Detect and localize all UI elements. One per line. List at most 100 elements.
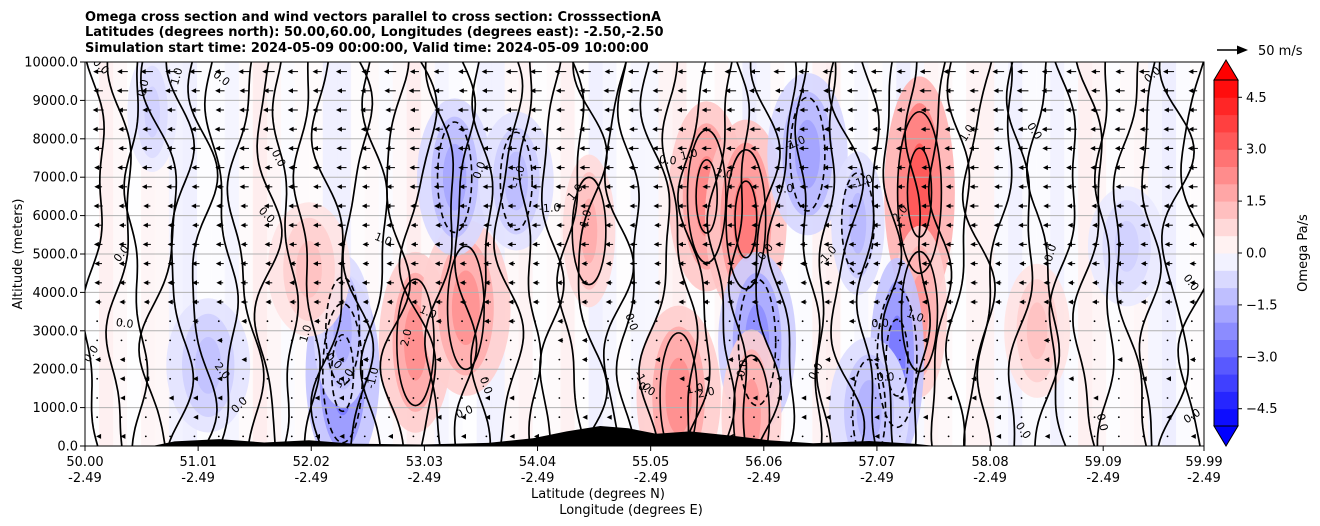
wind-vector [653,184,658,190]
wind-vector [1018,222,1024,228]
wind-vector-dot [680,397,682,399]
wind-vector-dot [826,320,828,323]
wind-vector [1140,88,1145,94]
wind-vector-dot [1142,397,1145,399]
wind-vector [970,261,976,267]
wind-vector-dot [874,339,877,342]
colorbar-segment [1214,131,1238,150]
wind-vector [435,280,441,286]
wind-vector [870,69,876,75]
wind-vector-dot [1166,435,1169,438]
wind-vector-dot [266,339,269,342]
wind-vector [1188,88,1194,94]
contour-label: -1.0 [850,172,874,191]
contour-label: 1.0 [373,230,394,249]
wind-vector [703,299,708,305]
wind-vector [1166,414,1172,420]
wind-vector [484,241,489,247]
contour-line [904,62,931,446]
wind-vector [653,107,659,113]
wind-vector-dot [777,320,780,323]
wind-vector [457,107,463,113]
wind-vector [190,145,196,151]
omega-blob-core [296,240,322,298]
wind-vector [775,184,781,190]
wind-vector [483,222,489,228]
wind-vector-dot [1044,377,1047,380]
wind-vector [215,88,221,94]
y-tick-label: 9000.0 [33,94,79,109]
wind-vector-dot [412,397,415,399]
wind-vector-dot [339,320,342,323]
wind-vector [484,280,490,286]
wind-vector-dot [169,358,172,361]
wind-vector [95,299,100,305]
contour-label: 1.0 [168,66,185,86]
wind-vector [873,261,879,267]
wind-vector [749,126,755,132]
contour-line [615,62,640,446]
wind-vector [895,88,901,94]
wind-vector [312,107,318,113]
wind-vector [507,241,513,247]
wind-vector [410,203,416,209]
wind-vector [507,88,512,94]
x-tick-label-lon: -2.49 [294,471,328,486]
wind-vector [1065,88,1071,94]
wind-vector [751,222,757,228]
wind-vector [1163,126,1169,132]
wind-vector [993,126,999,132]
wind-vector-dot [631,358,634,361]
wind-vector [192,376,198,382]
wind-vector [166,145,172,151]
wind-vector [532,203,538,209]
wind-vector [120,395,126,401]
wind-vector-dot [996,339,999,342]
wind-vector [337,261,343,267]
wind-vector-dot [680,320,682,323]
wind-vector [168,395,174,401]
wind-vector [530,107,536,113]
contour-closed [396,278,435,407]
wind-vector [727,261,733,267]
wind-vector [652,88,658,94]
contour-line [706,62,736,446]
colorbar-tick-label: 3.0 [1246,143,1267,158]
contour-label: 1.0 [685,381,704,397]
wind-vector [654,299,660,305]
contour-label: -1.0 [539,201,561,215]
wind-vector [118,241,124,247]
x-tick-label-lon: -2.49 [181,471,215,486]
wind-vector [263,88,269,94]
y-tick-label: 6000.0 [33,209,79,224]
wind-vector [922,414,928,420]
wind-vector-dot [266,435,269,438]
wind-vector [532,261,538,267]
wind-vector-dot [753,377,755,380]
x-tick-label-lon: -2.49 [973,471,1007,486]
wind-vector [384,69,389,75]
wind-vector [556,107,562,113]
wind-vector-dot [436,397,439,399]
colorbar-extend-low [1213,425,1239,447]
wind-vector [289,280,295,286]
wind-vector [822,69,828,75]
wind-vector [143,280,149,286]
wind-vector [93,69,99,75]
wind-vector [165,88,171,94]
wind-vector [1041,126,1047,132]
wind-vector-dot [923,377,926,380]
wind-vector [652,145,658,151]
wind-vector-dot [193,358,196,361]
wind-vector [312,203,318,209]
wind-vector-dot [1117,397,1120,399]
wind-vector-dot [1020,320,1023,323]
wind-vector [996,414,1001,420]
contour-closed [900,250,939,373]
wind-vector [481,107,487,113]
wind-vector [1139,165,1145,171]
wind-vector [823,165,829,171]
wind-vector-dot [217,435,220,438]
wind-vector [1164,222,1170,228]
wind-vector-dot [534,377,536,380]
